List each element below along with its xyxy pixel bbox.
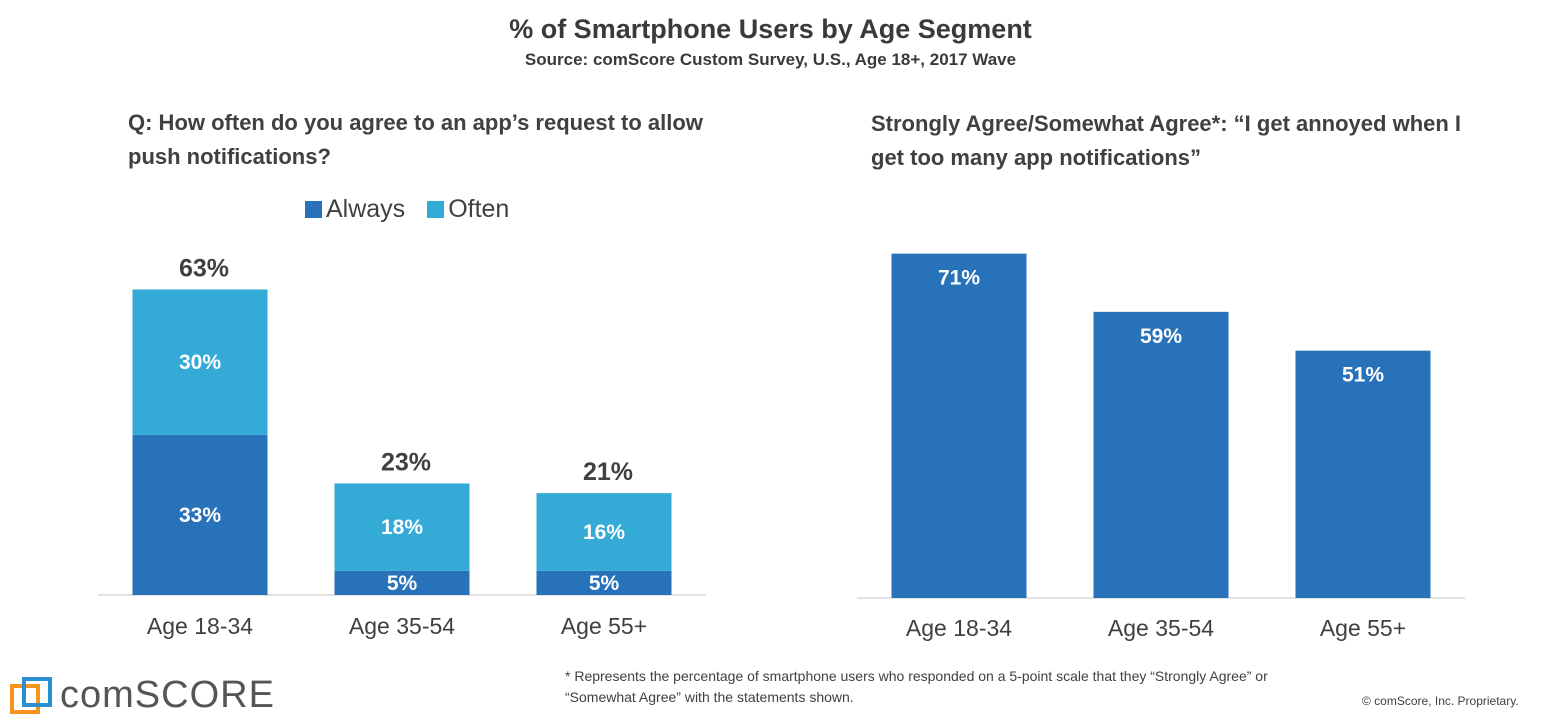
- left-total-label-0: 63%: [179, 254, 229, 282]
- right-category-label-0: Age 18-34: [906, 615, 1012, 641]
- page-title: % of Smartphone Users by Age Segment: [509, 14, 1032, 44]
- legend-item-always: Always: [305, 195, 405, 224]
- right-category-label-1: Age 35-54: [1108, 615, 1214, 641]
- left-total-label-1: 23%: [381, 448, 431, 476]
- right-bar-1: [1093, 311, 1229, 598]
- left-bar-label-often-1: 18%: [381, 516, 423, 539]
- legend-swatch-often: [427, 201, 445, 218]
- left-bar-label-always-0: 33%: [179, 504, 221, 527]
- left-bar-label-always-2: 5%: [589, 572, 620, 595]
- comscore-logo: comSCORE: [10, 674, 275, 717]
- copyright: © comScore, Inc. Proprietary.: [1362, 694, 1519, 708]
- legend-item-often: Often: [427, 195, 509, 224]
- comscore-logo-text: comSCORE: [60, 674, 275, 716]
- footnote: * Represents the percentage of smartphon…: [565, 668, 1268, 705]
- right-bar-label-2: 51%: [1342, 364, 1384, 387]
- left-chart-legend: Always Often: [305, 195, 531, 224]
- left-bar-label-often-0: 30%: [179, 351, 221, 374]
- right-category-label-2: Age 55+: [1320, 615, 1406, 641]
- left-bar-often-1: [334, 483, 470, 571]
- left-bar-always-0: [132, 434, 268, 595]
- left-chart-question: Q: How often do you agree to an app’s re…: [128, 110, 703, 169]
- legend-label-always: Always: [326, 195, 406, 223]
- comscore-logo-icon: [10, 676, 52, 714]
- right-chart-question: Strongly Agree/Somewhat Agree*: “I get a…: [871, 111, 1462, 170]
- left-total-label-2: 21%: [583, 458, 633, 486]
- page-subtitle: Source: comScore Custom Survey, U.S., Ag…: [524, 50, 1017, 69]
- left-bar-label-often-2: 16%: [583, 521, 625, 544]
- right-bar-2: [1295, 350, 1431, 598]
- left-category-label-1: Age 35-54: [349, 613, 455, 639]
- left-bar-always-1: [334, 570, 470, 595]
- left-bar-often-2: [536, 493, 672, 571]
- legend-label-often: Often: [448, 195, 510, 223]
- left-category-label-0: Age 18-34: [147, 613, 253, 639]
- right-bar-label-0: 71%: [938, 267, 980, 290]
- left-bar-often-0: [132, 289, 268, 435]
- legend-swatch-always: [305, 201, 322, 218]
- right-bar-0: [891, 253, 1027, 598]
- left-bar-always-2: [536, 570, 672, 595]
- right-bar-label-1: 59%: [1140, 325, 1182, 348]
- left-bar-label-always-1: 5%: [387, 572, 418, 595]
- left-category-label-2: Age 55+: [561, 613, 647, 639]
